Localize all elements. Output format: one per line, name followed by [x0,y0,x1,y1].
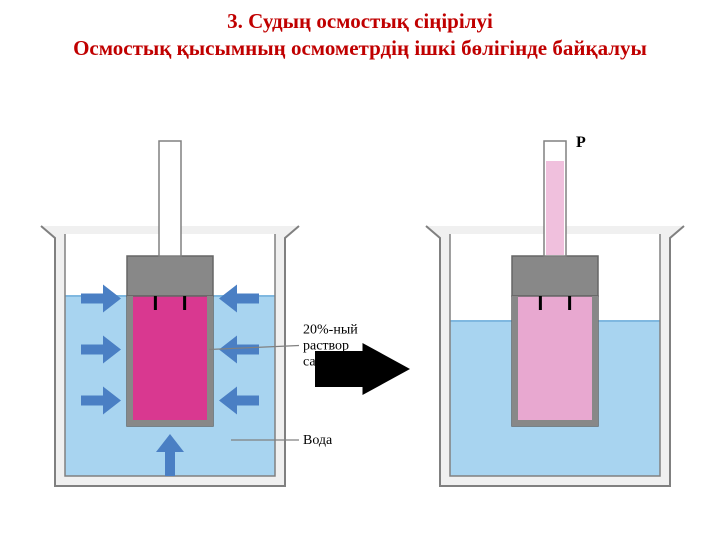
svg-text:P: P [576,134,586,151]
svg-text:Вода: Вода [303,433,333,448]
title-line-2: Осмостық қысымның осмометрдің ішкі бөліг… [0,35,720,62]
svg-text:раствор: раствор [303,338,349,353]
svg-text:сахарозы: сахарозы [303,354,358,369]
title-line-1: 3. Судың осмостық сіңірілуі [0,8,720,35]
svg-text:20%-ный: 20%-ный [303,322,358,337]
osmosis-diagram: P 20%-ныйрастворсахарозы Вода [0,71,720,541]
